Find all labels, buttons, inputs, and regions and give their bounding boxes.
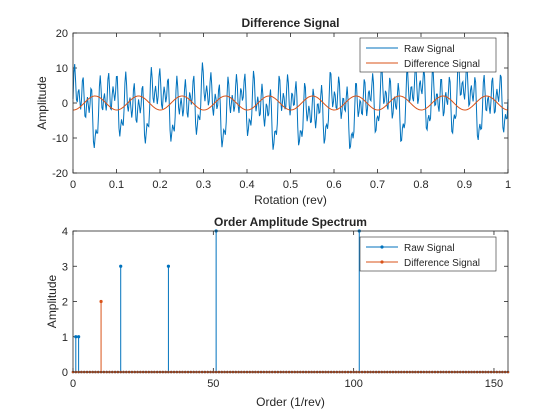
time-x-tick-label: 0.2 — [152, 179, 167, 191]
time-y-tick-label: -20 — [52, 168, 68, 180]
time-ticks: 0 0.1 0.2 0.3 0.4 0.5 0.6 0.7 0.8 0.9 1 -20 -10 0 10 20 — [52, 28, 511, 191]
time-chart-title: Difference Signal — [241, 16, 339, 30]
time-x-tick-label: 0.4 — [239, 179, 254, 191]
spectrum-y-tick-label: 2 — [62, 297, 68, 309]
time-x-tick-label: 0.5 — [283, 179, 298, 191]
time-domain-axes: 0 0.1 0.2 0.3 0.4 0.5 0.6 0.7 0.8 0.9 1 -20 -10 0 10 20… — [35, 16, 511, 207]
time-y-tick-label: 0 — [62, 98, 68, 110]
spectrum-legend-raw-label: Raw Signal — [404, 243, 455, 254]
time-legend-diff-label: Difference Signal — [404, 59, 480, 70]
spectrum-stem-marker — [166, 264, 171, 268]
spectrum-x-tick-label: 50 — [207, 378, 219, 390]
spectrum-y-tick-label: 0 — [62, 367, 68, 379]
spectrum-chart-title: Order Amplitude Spectrum — [214, 215, 367, 229]
spectrum-y-tick-label: 1 — [62, 332, 68, 344]
time-legend-raw-label: Raw Signal — [404, 44, 455, 55]
time-y-tick-label: -10 — [52, 133, 68, 145]
spectrum-stem-marker — [77, 335, 81, 339]
spectrum-legend-diff-marker — [380, 260, 384, 264]
time-x-tick-label: 0.1 — [109, 179, 124, 191]
time-x-tick-label: 0.9 — [457, 179, 472, 191]
spectrum-axes-box — [72, 230, 509, 373]
spectrum-stem-marker — [74, 335, 78, 339]
time-y-tick-label: 10 — [56, 63, 68, 75]
time-x-tick-label: 0 — [70, 179, 76, 191]
spectrum-y-tick-label: 3 — [62, 261, 68, 273]
spectrum-x-axis-label: Order (1/rev) — [256, 395, 325, 409]
time-axes-box — [72, 32, 509, 174]
time-legend: Raw Signal Difference Signal — [359, 37, 497, 73]
spectrum-legend-raw-marker — [380, 245, 384, 249]
spectrum-x-tick-label: 100 — [344, 378, 362, 390]
time-x-tick-label: 0.6 — [326, 179, 341, 191]
time-x-tick-label: 0.7 — [370, 179, 385, 191]
time-x-axis-label: Rotation (rev) — [254, 193, 327, 207]
time-legend-box — [359, 37, 497, 73]
time-x-tick-label: 0.8 — [413, 179, 428, 191]
spectrum-stem-marker — [99, 299, 103, 304]
spectrum-y-axis-label: Amplitude — [45, 275, 59, 329]
time-x-tick-label: 0.3 — [196, 179, 211, 191]
time-series-group — [72, 60, 509, 150]
spectrum-y-tick-label: 4 — [62, 226, 68, 238]
time-x-tick-label: 1 — [505, 179, 511, 191]
raw-signal-line — [72, 60, 509, 150]
difference-signal-line — [72, 95, 509, 111]
spectrum-x-tick-label: 150 — [485, 378, 503, 390]
time-y-axis-label: Amplitude — [35, 76, 49, 130]
spectrum-stem-marker — [119, 264, 123, 268]
spectrum-legend-box — [359, 236, 497, 272]
spectrum-x-tick-label: 0 — [70, 378, 76, 390]
spectrum-ticks: 0 50 100 150 0 1 2 3 4 — [62, 226, 508, 390]
spectrum-legend: Raw Signal Difference Signal — [359, 236, 497, 272]
spectrum-legend-diff-label: Difference Signal — [404, 258, 480, 269]
time-y-tick-label: 20 — [56, 28, 68, 40]
